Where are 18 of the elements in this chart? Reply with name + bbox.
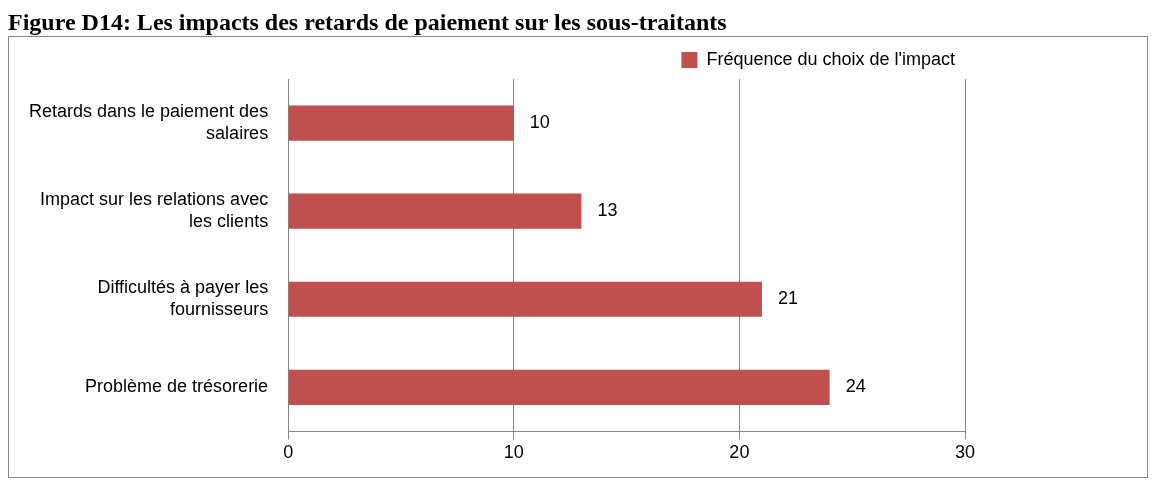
data-label: 10 bbox=[529, 112, 550, 133]
x-tick-label: 0 bbox=[283, 442, 294, 463]
x-tick-label: 10 bbox=[503, 442, 524, 463]
y-tick-label: Difficultés à payer les fournisseurs bbox=[97, 277, 269, 320]
x-tick-label: 30 bbox=[954, 442, 976, 463]
y-tick-label: Problème de trésorerie bbox=[85, 376, 269, 397]
bar bbox=[288, 369, 830, 405]
y-tick-label: Retards dans le paiement des salaires bbox=[28, 101, 269, 143]
x-tick-label: 20 bbox=[729, 442, 750, 463]
y-tick-label: Impact sur les relations avec les clients bbox=[40, 189, 269, 231]
data-label: 24 bbox=[845, 376, 866, 397]
bar bbox=[288, 105, 514, 141]
legend-label: Fréquence du choix de l'impact bbox=[706, 48, 956, 69]
chart-title: Figure D14: Les impacts des retards de paiement sur les sous-traitants bbox=[8, 8, 728, 36]
bar bbox=[288, 281, 762, 317]
bar bbox=[288, 193, 582, 229]
data-label: 21 bbox=[777, 288, 798, 309]
data-label: 13 bbox=[597, 200, 618, 221]
